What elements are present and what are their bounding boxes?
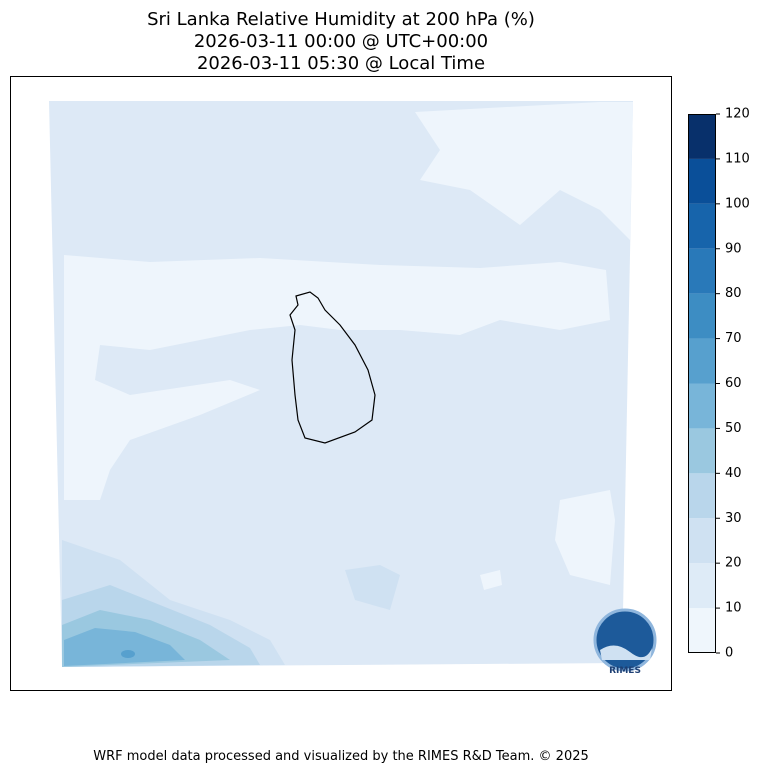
colorbar-tick-label: 110 xyxy=(725,151,750,166)
colorbar-band xyxy=(688,383,716,429)
colorbar-tick-label: 50 xyxy=(725,421,742,436)
logo: RIMES xyxy=(593,608,657,676)
humidity-contour xyxy=(121,650,135,658)
colorbar-tick-label: 120 xyxy=(725,107,750,122)
colorbar-band xyxy=(688,473,716,519)
colorbar-band xyxy=(688,248,716,294)
colorbar-frame xyxy=(688,114,716,653)
humidity-contour xyxy=(415,102,633,240)
colorbar-tick-label: 10 xyxy=(725,601,742,616)
colorbar-tick-label: 70 xyxy=(725,331,742,346)
logo-emblem xyxy=(593,608,657,672)
colorbar-tick-label: 90 xyxy=(725,241,742,256)
colorbar-tick-label: 60 xyxy=(725,376,742,391)
colorbar-tick-label: 100 xyxy=(725,196,750,211)
map xyxy=(10,76,672,691)
colorbar-tick-label: 20 xyxy=(725,556,742,571)
humidity-contour xyxy=(64,255,610,500)
colorbar-band xyxy=(688,563,716,609)
humidity-contour xyxy=(480,570,502,590)
title-line: 2026-03-11 00:00 @ UTC+00:00 xyxy=(194,31,488,52)
humidity-field xyxy=(49,101,633,667)
colorbar-band xyxy=(688,428,716,474)
colorbar-band xyxy=(688,338,716,384)
logo-text: RIMES xyxy=(609,666,641,676)
humidity-contour xyxy=(555,490,615,585)
colorbar-band xyxy=(688,114,716,159)
colorbar-tick-label: 0 xyxy=(725,646,733,661)
logo-wave xyxy=(600,645,652,660)
colorbar-band xyxy=(688,518,716,564)
footer: WRF model data processed and visualized … xyxy=(93,749,589,764)
coastline xyxy=(289,291,376,444)
colorbar-tick-label: 40 xyxy=(725,466,742,481)
colorbar-band xyxy=(688,293,716,339)
colorbar-tick-label: 30 xyxy=(725,511,742,526)
colorbar-band xyxy=(688,158,716,204)
humidity-contour xyxy=(345,565,400,610)
colorbar-band xyxy=(688,203,716,249)
title-line: Sri Lanka Relative Humidity at 200 hPa (… xyxy=(147,9,535,30)
title-line: 2026-03-11 05:30 @ Local Time xyxy=(197,53,485,74)
colorbar-band xyxy=(688,608,716,653)
colorbar-tick-label: 80 xyxy=(725,286,742,301)
colorbar: 0 10 20 30 40 50 60 70 80 90 100 110 120 xyxy=(688,107,750,661)
humidity-contour xyxy=(64,628,185,666)
